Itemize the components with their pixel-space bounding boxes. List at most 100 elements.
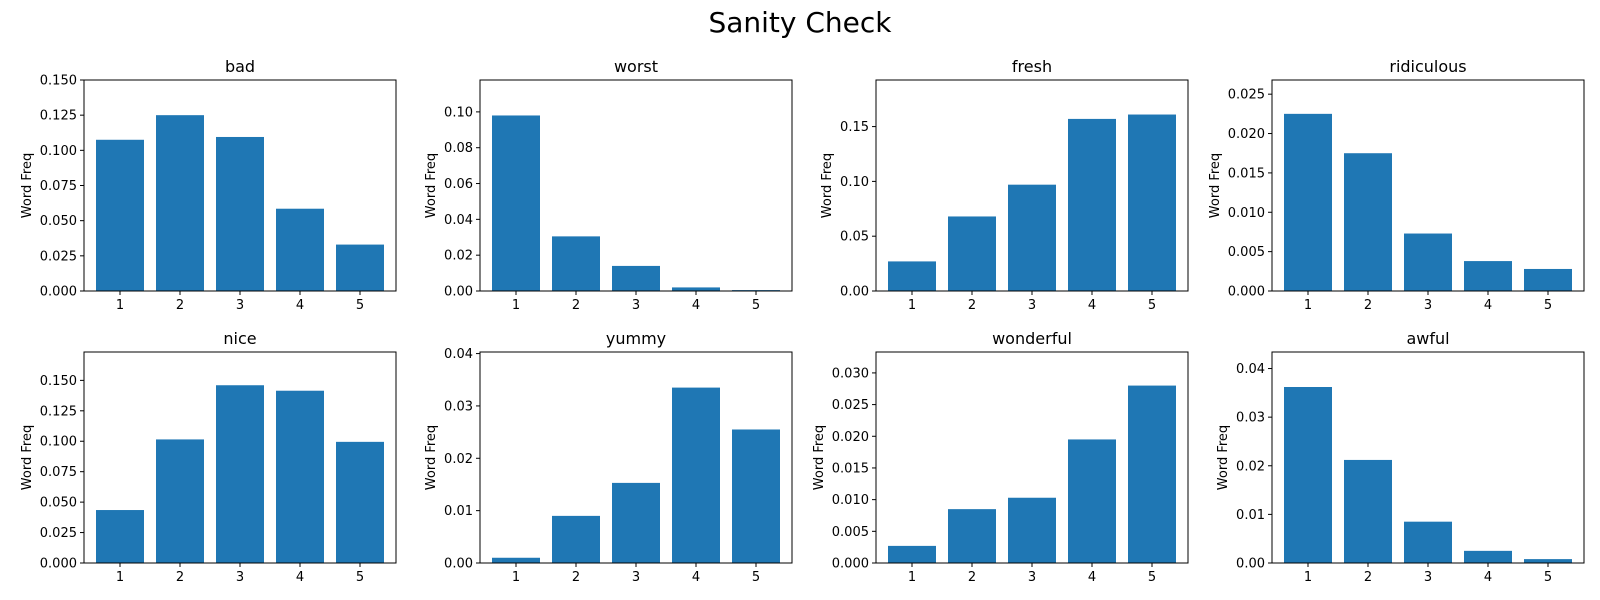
y-tick-label: 0.020 xyxy=(1228,127,1265,142)
bar-5 xyxy=(336,441,384,563)
y-tick-label: 0.100 xyxy=(40,144,77,159)
y-tick-label: 0.030 xyxy=(832,366,869,381)
bar-2 xyxy=(1344,459,1392,563)
bar-3 xyxy=(612,265,660,291)
y-tick-label: 0.000 xyxy=(40,557,77,572)
bar-4 xyxy=(1068,118,1116,291)
bar-3 xyxy=(1404,233,1452,291)
x-tick-label: 1 xyxy=(908,298,916,313)
bar-5 xyxy=(1128,385,1176,563)
y-tick-label: 0.025 xyxy=(40,526,77,541)
y-tick-label: 0.00 xyxy=(1236,557,1265,572)
y-axis-label: Word Freq xyxy=(424,425,439,490)
x-tick-label: 2 xyxy=(176,298,184,313)
y-axis-label: Word Freq xyxy=(20,425,35,490)
y-tick-label: 0.08 xyxy=(444,141,473,156)
y-tick-label: 0.02 xyxy=(444,452,473,467)
bar-2 xyxy=(1344,153,1392,291)
bar-2 xyxy=(552,515,600,563)
subplot-title: awful xyxy=(1406,329,1449,348)
subplot-ridiculous: 1 2 3 4 5 0.000 0.005 0.010 0.015 0.020 0.025 ridic… xyxy=(1208,57,1585,313)
y-axis-label: Word Freq xyxy=(20,153,35,218)
bar-1 xyxy=(888,545,936,563)
bar-1 xyxy=(1284,113,1332,291)
x-tick-label: 4 xyxy=(296,570,304,585)
x-tick-label: 3 xyxy=(632,298,640,313)
x-tick-label: 1 xyxy=(512,570,520,585)
y-tick-label: 0.04 xyxy=(1236,362,1265,377)
y-tick-label: 0.06 xyxy=(444,177,473,192)
x-tick-label: 5 xyxy=(1544,570,1552,585)
x-tick-label: 3 xyxy=(236,570,244,585)
y-tick-label: 0.050 xyxy=(40,214,77,229)
y-tick-label: 0.010 xyxy=(1228,206,1265,221)
bar-4 xyxy=(672,287,720,291)
x-tick-label: 5 xyxy=(1148,298,1156,313)
y-tick-label: 0.010 xyxy=(832,493,869,508)
x-tick-label: 1 xyxy=(908,570,916,585)
subplot-title: nice xyxy=(223,329,256,348)
subplot-nice: 1 2 3 4 5 0.000 0.025 0.050 0.075 0.100 0.125 0.150… xyxy=(20,329,397,585)
y-tick-label: 0.10 xyxy=(840,175,869,190)
x-tick-label: 3 xyxy=(632,570,640,585)
y-tick-label: 0.025 xyxy=(40,249,77,264)
y-tick-label: 0.01 xyxy=(1236,508,1265,523)
subplot-bad: 1 2 3 4 5 0.000 0.025 0.050 0.075 0.100 0.125 0.150… xyxy=(20,57,397,313)
bar-3 xyxy=(216,385,264,563)
bar-3 xyxy=(216,136,264,291)
x-tick-label: 2 xyxy=(1364,570,1372,585)
y-axis-label: Word Freq xyxy=(820,153,835,218)
x-tick-label: 5 xyxy=(752,570,760,585)
bar-4 xyxy=(672,387,720,563)
bar-4 xyxy=(1068,439,1116,563)
bar-1 xyxy=(888,261,936,291)
x-tick-label: 3 xyxy=(1424,570,1432,585)
x-tick-label: 1 xyxy=(1304,570,1312,585)
x-tick-label: 5 xyxy=(1544,298,1552,313)
y-tick-label: 0.015 xyxy=(832,461,869,476)
y-axis-label: Word Freq xyxy=(424,153,439,218)
subplot-title: bad xyxy=(225,57,255,76)
subplot-wonderful: 1 2 3 4 5 0.000 0.005 0.010 0.015 0.020 0.025 0.030… xyxy=(812,329,1189,585)
y-axis-label: Word Freq xyxy=(812,425,827,490)
bar-4 xyxy=(276,208,324,291)
x-tick-label: 3 xyxy=(1424,298,1432,313)
bar-4 xyxy=(1464,261,1512,291)
bar-4 xyxy=(276,390,324,563)
bar-1 xyxy=(96,139,144,291)
y-tick-label: 0.020 xyxy=(832,430,869,445)
x-tick-label: 4 xyxy=(1088,570,1096,585)
subplot-worst: 1 2 3 4 5 0.00 0.02 0.04 0.06 0.08 0.10 worst Word F… xyxy=(424,57,793,313)
bar-3 xyxy=(1008,184,1056,291)
bar-2 xyxy=(156,439,204,563)
bar-3 xyxy=(1008,497,1056,563)
y-tick-label: 0.02 xyxy=(1236,459,1265,474)
x-tick-label: 3 xyxy=(236,298,244,313)
y-tick-label: 0.100 xyxy=(40,435,77,450)
y-tick-label: 0.00 xyxy=(444,285,473,300)
y-tick-label: 0.075 xyxy=(40,465,77,480)
y-tick-label: 0.050 xyxy=(40,496,77,511)
y-axis-label: Word Freq xyxy=(1208,153,1223,218)
x-tick-label: 2 xyxy=(176,570,184,585)
x-tick-label: 1 xyxy=(116,570,124,585)
y-tick-label: 0.10 xyxy=(444,105,473,120)
y-tick-label: 0.015 xyxy=(1228,166,1265,181)
bar-5 xyxy=(1128,114,1176,291)
bar-2 xyxy=(156,115,204,291)
y-tick-label: 0.075 xyxy=(40,179,77,194)
subplot-title: fresh xyxy=(1012,57,1052,76)
bar-1 xyxy=(492,115,540,291)
y-tick-label: 0.02 xyxy=(444,249,473,264)
y-tick-label: 0.00 xyxy=(840,285,869,300)
y-tick-label: 0.125 xyxy=(40,109,77,124)
subplot-yummy: 1 2 3 4 5 0.00 0.01 0.02 0.03 0.04 yummy Word Freq xyxy=(424,329,793,585)
x-tick-label: 5 xyxy=(1148,570,1156,585)
x-tick-label: 4 xyxy=(1484,570,1492,585)
subplot-title: worst xyxy=(614,57,658,76)
bar-3 xyxy=(612,482,660,563)
x-tick-label: 4 xyxy=(692,570,700,585)
y-tick-label: 0.15 xyxy=(840,120,869,135)
y-tick-label: 0.005 xyxy=(832,525,869,540)
subplot-fresh: 1 2 3 4 5 0.00 0.05 0.10 0.15 fresh Word Freq xyxy=(820,57,1189,313)
